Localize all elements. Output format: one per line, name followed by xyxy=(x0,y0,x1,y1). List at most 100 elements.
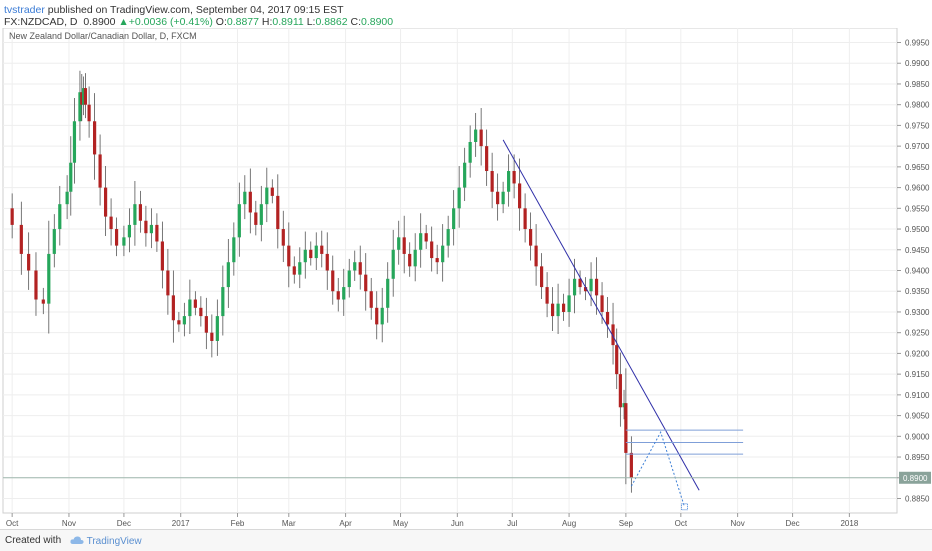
price-tick-label: 0.9350 xyxy=(905,287,930,296)
price-tick-label: 0.9500 xyxy=(905,225,930,234)
footer: Created with TradingView xyxy=(0,529,932,551)
candle-body xyxy=(534,245,538,267)
candle-body xyxy=(276,195,280,230)
candle-body xyxy=(496,191,500,205)
time-tick-label: Oct xyxy=(6,519,19,528)
change-arrow-icon: ▲ xyxy=(118,16,129,28)
price-axis[interactable]: 0.9950 0.9900 0.9850 0.9800 0.9750 0.9700 0.96… xyxy=(897,39,931,504)
candle-body xyxy=(624,403,628,453)
price-tick-label: 0.9000 xyxy=(905,432,930,441)
price-tick-label: 0.9550 xyxy=(905,204,930,213)
candle-body xyxy=(556,303,560,317)
time-tick-label: Oct xyxy=(675,519,688,528)
candle-body xyxy=(320,245,324,254)
candle-body xyxy=(391,249,395,279)
candle-body xyxy=(578,278,582,288)
drawings[interactable] xyxy=(3,139,897,511)
candle-body xyxy=(561,303,566,312)
tradingview-logo[interactable]: TradingView xyxy=(70,535,142,547)
candle-body xyxy=(210,332,214,341)
high-value: 0.8911 xyxy=(272,16,304,28)
price-chart[interactable]: New Zealand Dollar/Canadian Dollar, D, F… xyxy=(0,28,932,528)
open-value: 0.8877 xyxy=(226,16,259,28)
candle-body xyxy=(397,237,401,250)
candle-body xyxy=(342,287,346,300)
candle-body xyxy=(114,229,119,246)
candle-body xyxy=(353,262,357,271)
candle-body xyxy=(83,88,88,105)
candle-body xyxy=(292,266,296,275)
candle-body xyxy=(419,233,423,250)
candle-body xyxy=(567,295,571,312)
candle-body xyxy=(188,299,192,317)
candle-body xyxy=(27,253,31,271)
candle-body xyxy=(512,171,516,184)
time-tick-label: Dec xyxy=(785,519,799,528)
candle-body xyxy=(331,270,335,292)
price-tick-label: 0.9600 xyxy=(905,184,930,193)
candle-body xyxy=(618,374,622,408)
publish-info: tvstrader published on TradingView.com, … xyxy=(4,4,344,16)
candle-body xyxy=(572,278,577,296)
candles xyxy=(10,70,633,493)
chart-title: New Zealand Dollar/Canadian Dollar, D, F… xyxy=(9,31,197,41)
candle-body xyxy=(430,241,434,259)
candle-body xyxy=(600,295,604,312)
brand-name: TradingView xyxy=(86,536,142,547)
candle-body xyxy=(58,204,62,230)
candle-body xyxy=(65,191,69,205)
candle-body xyxy=(78,92,82,122)
candle-body xyxy=(479,129,483,147)
candle-body xyxy=(109,216,113,230)
candle-body xyxy=(594,278,599,296)
price-tick-label: 0.9450 xyxy=(905,246,930,255)
candle-body xyxy=(193,299,197,308)
candle-body xyxy=(490,171,494,192)
candle-body xyxy=(177,320,181,325)
price-tick-label: 0.9950 xyxy=(905,39,930,48)
author-link[interactable]: tvstrader xyxy=(4,4,45,16)
candle-body xyxy=(457,187,461,209)
chart-header: tvstrader published on TradingView.com, … xyxy=(0,0,932,30)
candle-body xyxy=(629,452,633,478)
price-tick-label: 0.9200 xyxy=(905,349,930,358)
candle-body xyxy=(615,345,619,375)
projection-path xyxy=(630,430,685,507)
candle-body xyxy=(92,121,97,155)
candle-body xyxy=(138,204,142,221)
candle-body xyxy=(160,241,164,271)
candle-body xyxy=(545,287,549,304)
candle-body xyxy=(215,316,219,341)
last-price-tag xyxy=(899,471,931,484)
time-tick-label: Aug xyxy=(562,519,576,528)
time-axis[interactable]: Oct Nov Dec 2017 Feb Mar Apr May Jun Jul Aug Sep Oct… xyxy=(6,513,859,528)
candle-body xyxy=(41,299,45,304)
tradingview-cloud-icon xyxy=(70,536,84,544)
candle-body xyxy=(287,245,291,267)
candle-body xyxy=(19,224,23,254)
candle-body xyxy=(463,162,467,188)
candle-body xyxy=(149,224,153,234)
candle-body xyxy=(408,253,412,267)
time-tick-label: Sep xyxy=(619,519,634,528)
candle-body xyxy=(166,270,170,296)
candle-body xyxy=(103,187,108,217)
candle-body xyxy=(80,92,84,105)
candle-body xyxy=(611,324,615,346)
candle-body xyxy=(265,187,269,205)
candle-body xyxy=(204,316,208,333)
candle-body xyxy=(226,262,230,288)
candle-body xyxy=(336,291,340,300)
candle-body xyxy=(485,146,489,172)
last-price: 0.8900 xyxy=(83,16,116,28)
candle-body xyxy=(507,171,511,192)
time-tick-label: Nov xyxy=(731,519,745,528)
price-tick-label: 0.9050 xyxy=(905,412,930,421)
price-tick-label: 0.9100 xyxy=(905,391,930,400)
candle-body xyxy=(298,262,302,275)
candle-body xyxy=(364,274,368,292)
price-tick-label: 0.9150 xyxy=(905,370,930,379)
candle-body xyxy=(221,287,225,317)
candle-body xyxy=(347,270,351,288)
low-label: L: xyxy=(306,16,316,28)
